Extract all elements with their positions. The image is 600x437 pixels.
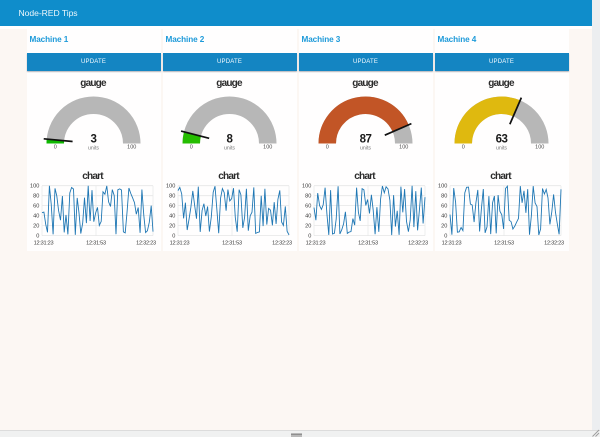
svg-text:60: 60 bbox=[441, 204, 447, 210]
svg-text:100: 100 bbox=[399, 145, 408, 151]
svg-text:12:31:53: 12:31:53 bbox=[358, 241, 378, 247]
svg-text:80: 80 bbox=[305, 194, 311, 200]
svg-text:80: 80 bbox=[169, 194, 175, 200]
svg-text:3: 3 bbox=[91, 134, 97, 146]
svg-text:chart: chart bbox=[82, 171, 104, 182]
svg-text:0: 0 bbox=[36, 234, 39, 240]
svg-text:gauge: gauge bbox=[352, 78, 379, 89]
svg-text:40: 40 bbox=[33, 214, 39, 220]
svg-text:20: 20 bbox=[169, 224, 175, 230]
svg-text:80: 80 bbox=[441, 194, 447, 200]
svg-text:12:31:23: 12:31:23 bbox=[442, 241, 462, 247]
svg-text:12:31:53: 12:31:53 bbox=[86, 241, 106, 247]
svg-text:20: 20 bbox=[305, 224, 311, 230]
svg-text:40: 40 bbox=[305, 214, 311, 220]
svg-text:100: 100 bbox=[438, 184, 447, 190]
svg-text:60: 60 bbox=[169, 204, 175, 210]
svg-text:40: 40 bbox=[441, 214, 447, 220]
svg-text:60: 60 bbox=[305, 204, 311, 210]
svg-text:100: 100 bbox=[127, 145, 136, 151]
svg-text:100: 100 bbox=[535, 145, 544, 151]
svg-text:chart: chart bbox=[354, 171, 376, 182]
svg-text:chart: chart bbox=[218, 171, 240, 182]
svg-text:12:31:53: 12:31:53 bbox=[222, 241, 242, 247]
svg-text:0: 0 bbox=[190, 145, 193, 151]
svg-text:20: 20 bbox=[33, 224, 39, 230]
svg-text:gauge: gauge bbox=[80, 78, 107, 89]
svg-text:100: 100 bbox=[166, 184, 175, 190]
svg-text:12:32:23: 12:32:23 bbox=[136, 241, 156, 247]
svg-text:12:32:23: 12:32:23 bbox=[272, 241, 292, 247]
svg-text:units: units bbox=[224, 146, 235, 152]
svg-text:20: 20 bbox=[441, 224, 447, 230]
svg-text:12:31:23: 12:31:23 bbox=[170, 241, 190, 247]
svg-text:12:32:23: 12:32:23 bbox=[544, 241, 564, 247]
svg-text:gauge: gauge bbox=[216, 78, 243, 89]
svg-text:60: 60 bbox=[33, 204, 39, 210]
svg-text:units: units bbox=[360, 146, 371, 152]
svg-text:gauge: gauge bbox=[488, 78, 515, 89]
svg-text:0: 0 bbox=[172, 234, 175, 240]
svg-text:0: 0 bbox=[444, 234, 447, 240]
svg-text:chart: chart bbox=[490, 171, 512, 182]
svg-text:40: 40 bbox=[169, 214, 175, 220]
svg-text:units: units bbox=[88, 146, 99, 152]
svg-text:100: 100 bbox=[302, 184, 311, 190]
svg-text:12:32:23: 12:32:23 bbox=[408, 241, 428, 247]
svg-text:units: units bbox=[496, 146, 507, 152]
svg-text:80: 80 bbox=[33, 194, 39, 200]
svg-text:0: 0 bbox=[462, 145, 465, 151]
svg-text:0: 0 bbox=[54, 145, 57, 151]
svg-text:12:31:23: 12:31:23 bbox=[306, 241, 326, 247]
svg-text:8: 8 bbox=[227, 134, 234, 146]
svg-text:12:31:23: 12:31:23 bbox=[34, 241, 54, 247]
svg-text:100: 100 bbox=[30, 184, 39, 190]
svg-text:87: 87 bbox=[360, 134, 372, 146]
svg-text:12:31:53: 12:31:53 bbox=[494, 241, 514, 247]
svg-text:100: 100 bbox=[263, 145, 272, 151]
svg-text:0: 0 bbox=[326, 145, 329, 151]
svg-text:63: 63 bbox=[496, 134, 508, 146]
svg-text:0: 0 bbox=[308, 234, 311, 240]
